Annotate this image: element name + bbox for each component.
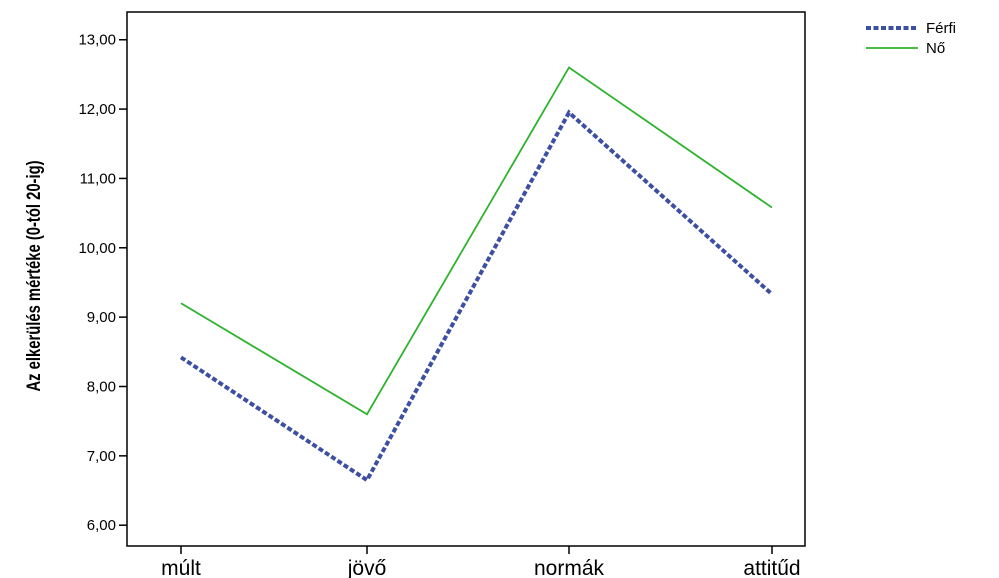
- x-tick-label: attitűd: [743, 557, 800, 578]
- y-tick-label: 9,00: [87, 309, 116, 326]
- y-tick-label: 6,00: [87, 517, 116, 534]
- x-tick-label: múlt: [161, 557, 201, 578]
- y-tick-label: 10,00: [78, 240, 116, 257]
- legend-label: Nő: [926, 40, 945, 57]
- y-tick-label: 11,00: [80, 170, 116, 187]
- x-axis: múlt jövő normák attitűd: [161, 546, 801, 578]
- y-tick-label: 12,00: [78, 101, 116, 118]
- y-axis: 6,00 7,00 8,00 9,00 10,00 11,00 12,00 13,00: [78, 32, 127, 534]
- y-tick-label: 13,00: [78, 32, 116, 49]
- y-axis-label: Az elkerülés mértéke (0-tól 20-ig): [23, 160, 44, 391]
- y-tick-label: 7,00: [87, 448, 116, 465]
- x-tick-label: normák: [534, 557, 605, 578]
- series-line-f-rfi: [179, 109, 774, 483]
- y-tick-label: 8,00: [87, 378, 116, 395]
- legend-label: Férfi: [926, 20, 956, 37]
- plot-frame: [126, 11, 806, 547]
- x-tick-label: jövő: [347, 557, 387, 578]
- series-line-n-: [180, 66, 773, 416]
- series-layer: [179, 66, 774, 483]
- legend: Férfi Nő: [866, 20, 956, 57]
